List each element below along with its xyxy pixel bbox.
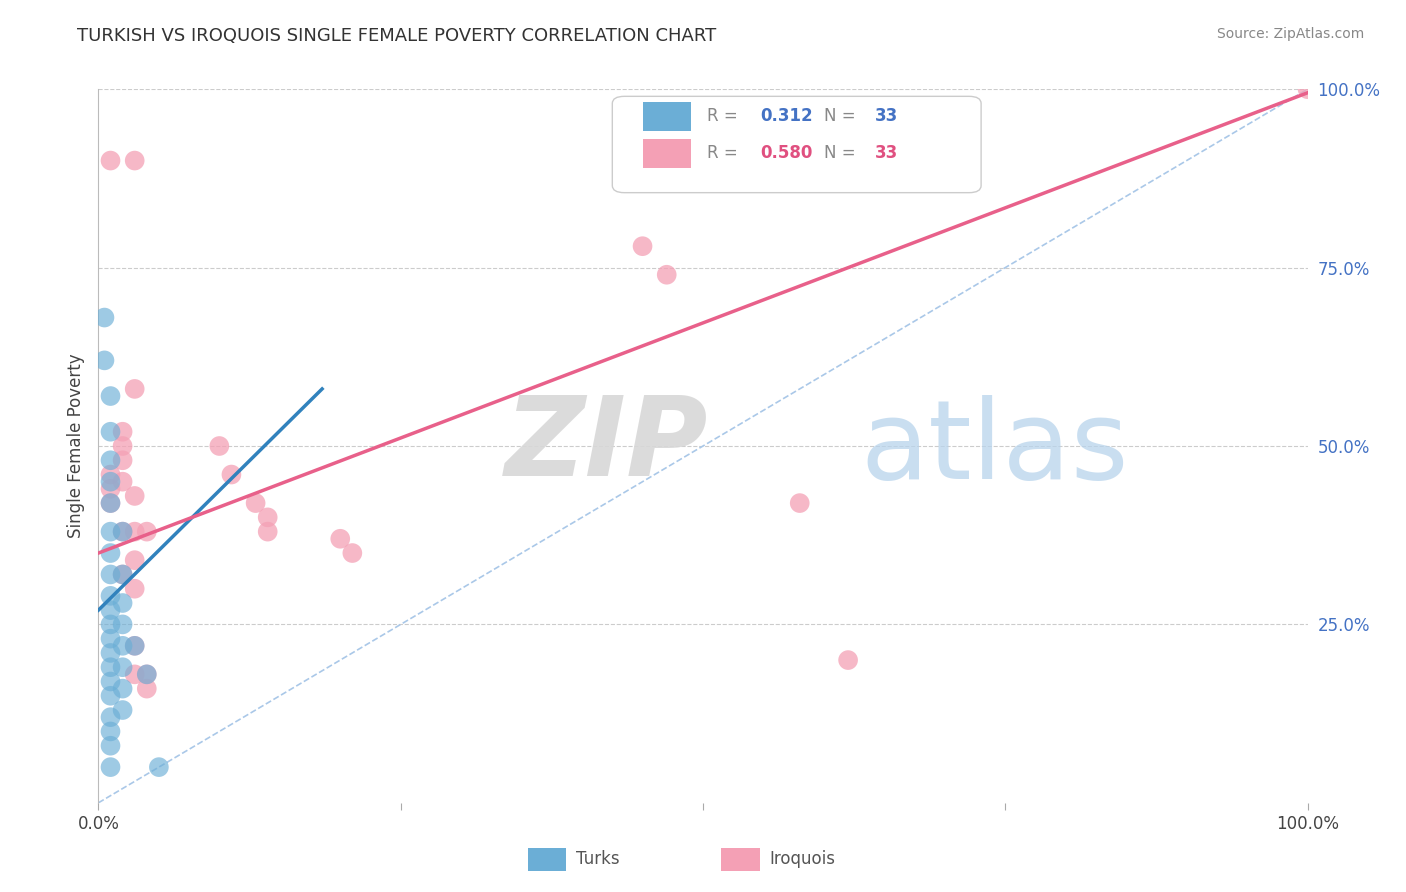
Point	[111, 703, 134, 717]
Point	[135, 524, 157, 539]
Point	[342, 546, 364, 560]
Text: R =: R =	[707, 107, 742, 125]
Point	[100, 589, 122, 603]
Point	[124, 639, 146, 653]
Text: 0.312: 0.312	[759, 107, 813, 125]
Text: TURKISH VS IROQUOIS SINGLE FEMALE POVERTY CORRELATION CHART: TURKISH VS IROQUOIS SINGLE FEMALE POVERT…	[77, 27, 717, 45]
Point	[111, 439, 134, 453]
Point	[100, 567, 122, 582]
Y-axis label: Single Female Poverty: Single Female Poverty	[66, 354, 84, 538]
Point	[111, 475, 134, 489]
Point	[100, 425, 122, 439]
Text: ZIP: ZIP	[505, 392, 709, 500]
Point	[93, 353, 115, 368]
Point	[100, 524, 122, 539]
Point	[111, 617, 134, 632]
Point	[148, 760, 170, 774]
Point	[100, 453, 122, 467]
FancyBboxPatch shape	[613, 96, 981, 193]
Text: atlas: atlas	[860, 394, 1129, 501]
Point	[124, 553, 146, 567]
Point	[655, 268, 678, 282]
Point	[837, 653, 859, 667]
Text: R =: R =	[707, 145, 742, 162]
Text: 33: 33	[875, 145, 898, 162]
Point	[111, 567, 134, 582]
Point	[111, 596, 134, 610]
Point	[100, 646, 122, 660]
Point	[111, 681, 134, 696]
Point	[135, 667, 157, 681]
Point	[100, 496, 122, 510]
Point	[124, 524, 146, 539]
Point	[100, 482, 122, 496]
Point	[124, 489, 146, 503]
Point	[100, 710, 122, 724]
Point	[256, 524, 278, 539]
Point	[124, 382, 146, 396]
Point	[329, 532, 352, 546]
Point	[124, 582, 146, 596]
Point	[100, 689, 122, 703]
Point	[135, 667, 157, 681]
Point	[100, 467, 122, 482]
Point	[100, 496, 122, 510]
Point	[124, 639, 146, 653]
Point	[111, 425, 134, 439]
Point	[100, 739, 122, 753]
Point	[631, 239, 654, 253]
FancyBboxPatch shape	[643, 139, 690, 168]
FancyBboxPatch shape	[527, 847, 567, 871]
Point	[100, 389, 122, 403]
Point	[100, 617, 122, 632]
Text: 33: 33	[875, 107, 898, 125]
Point	[100, 153, 122, 168]
Point	[111, 660, 134, 674]
Point	[256, 510, 278, 524]
Point	[111, 524, 134, 539]
Text: 0.580: 0.580	[759, 145, 813, 162]
Point	[1296, 82, 1319, 96]
Point	[100, 760, 122, 774]
Text: Turks: Turks	[576, 850, 620, 868]
Point	[111, 453, 134, 467]
Point	[124, 153, 146, 168]
FancyBboxPatch shape	[643, 102, 690, 130]
Point	[135, 681, 157, 696]
Point	[124, 667, 146, 681]
Point	[221, 467, 243, 482]
Point	[100, 660, 122, 674]
Text: N =: N =	[824, 107, 860, 125]
Point	[100, 724, 122, 739]
Point	[93, 310, 115, 325]
Point	[100, 475, 122, 489]
Point	[789, 496, 811, 510]
Point	[100, 674, 122, 689]
FancyBboxPatch shape	[721, 847, 759, 871]
Point	[208, 439, 231, 453]
Point	[245, 496, 267, 510]
Point	[111, 639, 134, 653]
Point	[100, 632, 122, 646]
Text: N =: N =	[824, 145, 860, 162]
Point	[111, 524, 134, 539]
Text: Iroquois: Iroquois	[769, 850, 835, 868]
Text: Source: ZipAtlas.com: Source: ZipAtlas.com	[1216, 27, 1364, 41]
Point	[100, 603, 122, 617]
Point	[111, 567, 134, 582]
Point	[100, 546, 122, 560]
